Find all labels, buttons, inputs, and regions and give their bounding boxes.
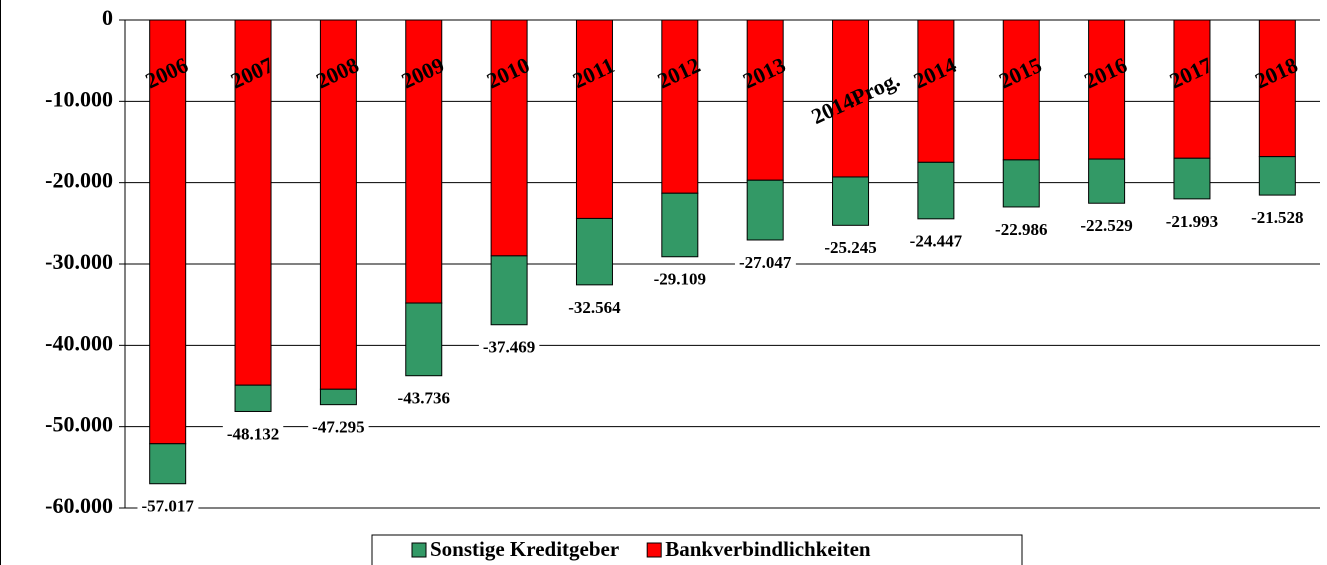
bar-segment bbox=[661, 192, 699, 258]
y-tick-label: 0 bbox=[102, 5, 113, 30]
total-label-bg bbox=[137, 494, 199, 518]
bar-segment bbox=[917, 19, 955, 163]
bar-segment bbox=[149, 443, 187, 485]
bar-segment bbox=[917, 161, 955, 220]
y-tick-label: -60.000 bbox=[45, 493, 113, 518]
y-tick-label: -30.000 bbox=[45, 249, 113, 274]
bar-segment bbox=[405, 302, 443, 377]
bar-segment bbox=[405, 19, 443, 304]
total-label: -25.245 bbox=[824, 238, 876, 257]
bar-segment bbox=[832, 176, 870, 226]
bar-segment bbox=[575, 19, 613, 219]
total-label: -47.295 bbox=[312, 418, 364, 437]
total-label: -21.528 bbox=[1251, 208, 1303, 227]
bar-segment bbox=[746, 19, 784, 181]
legend-swatch bbox=[646, 542, 662, 558]
y-tick-label: -10.000 bbox=[45, 86, 113, 111]
legend-label: Bankverbindlichkeiten bbox=[665, 537, 871, 561]
bar-segment bbox=[490, 255, 528, 326]
total-label-bg bbox=[1247, 206, 1308, 230]
total-label: -21.993 bbox=[1166, 212, 1218, 231]
legend-box bbox=[371, 534, 1023, 565]
total-label-bg bbox=[393, 386, 454, 410]
total-label: -37.469 bbox=[483, 338, 535, 357]
total-label-bg bbox=[308, 415, 369, 439]
bar-segment bbox=[661, 19, 699, 194]
bar-segment bbox=[1088, 158, 1126, 204]
legend-swatch bbox=[411, 542, 427, 558]
total-label: -43.736 bbox=[398, 389, 450, 408]
bar-segment bbox=[1258, 156, 1296, 196]
total-label-bg bbox=[1076, 214, 1137, 238]
total-label-bg bbox=[991, 217, 1052, 241]
bar-segment bbox=[319, 388, 357, 406]
bar-segment bbox=[1002, 159, 1040, 208]
bar-segment bbox=[1002, 19, 1040, 161]
total-label: -57.017 bbox=[141, 497, 194, 516]
total-label-bg bbox=[649, 267, 711, 291]
y-tick-label: -40.000 bbox=[45, 330, 113, 355]
bar-segment bbox=[1258, 19, 1296, 158]
total-label: -22.986 bbox=[995, 220, 1047, 239]
total-label: -29.109 bbox=[654, 270, 706, 289]
total-label-bg bbox=[1161, 209, 1223, 233]
legend: Sonstige Kreditgeber Bankverbindlichkeite… bbox=[371, 534, 1023, 565]
total-label: -48.132 bbox=[227, 424, 279, 443]
total-label-bg bbox=[222, 422, 284, 446]
grid bbox=[125, 19, 1320, 509]
y-tick-label: -20.000 bbox=[45, 168, 113, 193]
total-label-bg bbox=[478, 335, 540, 359]
total-label-bg bbox=[905, 229, 967, 253]
total-label-bg bbox=[820, 236, 881, 260]
total-label: -27.047 bbox=[739, 253, 792, 272]
total-label-bg bbox=[564, 295, 626, 319]
total-label: -32.564 bbox=[568, 298, 621, 317]
bar-segment bbox=[1173, 157, 1211, 200]
bar-segment bbox=[832, 19, 870, 178]
total-label: -22.529 bbox=[1080, 216, 1132, 235]
legend-label: Sonstige Kreditgeber bbox=[430, 537, 619, 561]
bar-segment bbox=[319, 19, 357, 390]
total-label-bg bbox=[734, 250, 796, 274]
bar-segment bbox=[234, 19, 272, 386]
y-tick-label: -50.000 bbox=[45, 412, 113, 437]
bar-segment bbox=[746, 179, 784, 241]
bar-segment bbox=[234, 384, 272, 412]
bar-segment bbox=[575, 217, 613, 286]
total-label: -24.447 bbox=[910, 232, 963, 251]
bar-segment bbox=[1088, 19, 1126, 160]
